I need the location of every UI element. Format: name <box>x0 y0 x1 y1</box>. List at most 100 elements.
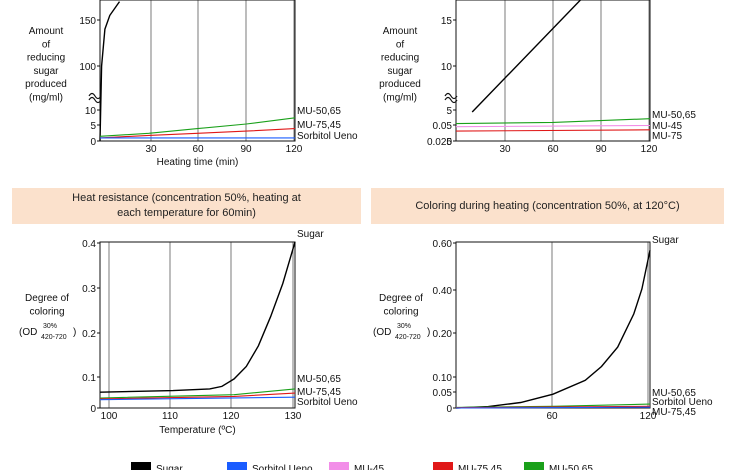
panel2-y-tick-label: 5 <box>446 106 452 117</box>
panel2-axis-break-mark <box>444 92 458 104</box>
panel1-plot-frame <box>99 0 296 142</box>
panel4-end-label-sorbitol-ueno: Sorbitol Ueno <box>652 397 713 408</box>
legend-swatch-mu-45 <box>329 462 349 470</box>
panel2-y-axis-label: produced <box>379 79 421 90</box>
panel1-x-tick-label: 90 <box>240 144 252 155</box>
panel3-x-axis-label: Temperature (ºC) <box>159 425 235 436</box>
panel3-x-tick-label: 110 <box>162 411 178 422</box>
legend-label-sorbitol-ueno: Sorbitol Ueno <box>252 464 313 470</box>
panel2-end-label-mu-75: MU-75 <box>652 131 682 142</box>
panel3-series-line-mu-75-45 <box>99 392 296 400</box>
panel4-series-line-sorbitol-ueno <box>455 406 651 409</box>
legend-swatch-sorbitol-ueno <box>227 462 247 470</box>
panel4-y-axis-label: coloring <box>383 306 418 317</box>
panel3-series-line-mu-50-65 <box>99 388 296 399</box>
legend-label-mu-45: MU-45 <box>354 464 384 470</box>
panel4-plot-frame <box>455 241 651 409</box>
panel1-axis-break-mark <box>88 92 102 104</box>
panel1-end-label-sorbitol-ueno: Sorbitol Ueno <box>297 131 358 142</box>
panel2-x-tick-label: 60 <box>547 144 559 155</box>
panel2-x-tick-label: 120 <box>641 144 658 155</box>
panel1-y-axis-label: Amount <box>29 26 64 37</box>
panel2-y-axis-label: Amount <box>383 26 418 37</box>
panel2-y-tick-label: 10 <box>441 62 453 73</box>
panel3-x-tick-label: 130 <box>285 411 302 422</box>
panel3-series-line-sorbitol-ueno <box>99 396 296 401</box>
panel1-x-tick-label: 60 <box>192 144 204 155</box>
panel3-y-axis-label: Degree of <box>25 293 69 304</box>
panel2-y-tick-label: 0 <box>446 137 452 148</box>
panel4-y-tick-label: 0.60 <box>433 239 453 250</box>
panel4-end-label-mu-75-45: MU-75,45 <box>652 407 696 418</box>
panel3-y-tick-label: 0.3 <box>82 284 96 295</box>
panel2-series-line-mu-50-65 <box>455 118 651 125</box>
panel4-x-tick-label: 120 <box>640 411 657 422</box>
panel4-y-axis-label: Degree of <box>379 293 423 304</box>
legend-label-sugar: Sugar <box>156 464 183 470</box>
panel2-series-line-mu-75 <box>455 129 651 132</box>
panel4-end-label-sugar: Sugar <box>652 235 679 246</box>
panel3-y-axis-label: coloring <box>29 306 64 317</box>
panel1-y-tick-label: 5 <box>90 121 96 132</box>
panel3-y-axis-od-superscript: 30% <box>43 323 57 330</box>
panel4-x-tick-label: 60 <box>546 411 558 422</box>
panel2-y-tick-label: 15 <box>441 16 453 27</box>
panel1-y-axis-label: sugar <box>33 66 59 77</box>
panel4-series-line-sugar <box>455 250 651 409</box>
panel4-y-tick-label: 0 <box>446 404 452 415</box>
panel1-series-line-mu-75-45 <box>99 128 296 139</box>
legend-swatch-mu-50-65 <box>524 462 544 470</box>
panel2-y-axis-label: (mg/ml) <box>383 93 417 104</box>
panel1-x-axis-label: Heating time (min) <box>157 157 239 168</box>
panel1-end-label-mu-75-45: MU-75,45 <box>297 120 341 131</box>
panel3-end-label-mu-75-45: MU-75,45 <box>297 387 341 398</box>
panel4-y-axis-od-close: ) <box>427 327 430 338</box>
panel3-y-tick-label: 0.2 <box>82 329 96 340</box>
panel2-series-line-mu-45 <box>455 124 651 128</box>
panel4-y-tick-label: 0.05 <box>433 388 453 399</box>
panel2-y-tick-label: 0.05 <box>433 121 453 132</box>
panel2-series-line-sugar <box>471 0 582 113</box>
panel1-x-tick-label: 30 <box>145 144 157 155</box>
panel3-x-tick-label: 120 <box>223 411 240 422</box>
panel3-y-axis-od-subscript: 420-720 <box>41 334 67 341</box>
panel3-end-label-mu-50-65: MU-50,65 <box>297 374 341 385</box>
panel2-x-tick-label: 30 <box>499 144 511 155</box>
panel1-series-line-sugar <box>99 1 121 142</box>
panel4-y-tick-label: 0.10 <box>433 373 453 384</box>
panel3-y-axis-od-close: ) <box>73 327 76 338</box>
panel1-y-tick-label: 150 <box>79 16 96 27</box>
coloring-title: Coloring during heating (concentration 5… <box>415 199 680 212</box>
panel3-y-axis-od-label: (OD <box>19 327 37 338</box>
legend-swatch-mu-75-45 <box>433 462 453 470</box>
legend-swatch-sugar <box>131 462 151 470</box>
legend-label-mu-75-45: MU-75,45 <box>458 464 502 470</box>
panel1-y-tick-label: 0 <box>90 137 96 148</box>
heat-resistance-header: Heat resistance (concentration 50%, heat… <box>12 188 361 224</box>
panel1-y-axis-label: (mg/ml) <box>29 93 63 104</box>
legend-label-mu-50-65: MU-50,65 <box>549 464 593 470</box>
panel1-y-axis-label: produced <box>25 79 67 90</box>
coloring-header: Coloring during heating (concentration 5… <box>371 188 724 224</box>
panel1-y-axis-label: reducing <box>27 53 65 64</box>
panel3-series-line-sugar <box>99 241 296 393</box>
panel3-y-tick-label: 0.1 <box>82 373 96 384</box>
panel1-y-tick-label: 100 <box>79 62 96 73</box>
panel4-y-axis-od-superscript: 30% <box>397 323 411 330</box>
panel2-end-label-mu-50-65: MU-50,65 <box>652 110 696 121</box>
panel1-x-tick-label: 120 <box>286 144 303 155</box>
panel1-series-line-mu-50-65 <box>99 117 296 137</box>
panel4-y-tick-label: 0.20 <box>433 329 453 340</box>
panel2-y-axis-label: sugar <box>387 66 413 77</box>
panel2-y-tick-label: 0.025 <box>427 137 452 148</box>
panel3-y-tick-label: 0 <box>90 404 96 415</box>
panel2-y-axis-label: reducing <box>381 53 419 64</box>
panel4-y-axis-od-label: (OD <box>373 327 391 338</box>
panel4-end-label-mu-50-65: MU-50,65 <box>652 388 696 399</box>
panel3-plot-frame <box>99 241 296 409</box>
panel4-y-tick-label: 0.40 <box>433 286 453 297</box>
panel3-end-label-sugar: Sugar <box>297 229 324 240</box>
panel2-x-tick-label: 90 <box>595 144 607 155</box>
